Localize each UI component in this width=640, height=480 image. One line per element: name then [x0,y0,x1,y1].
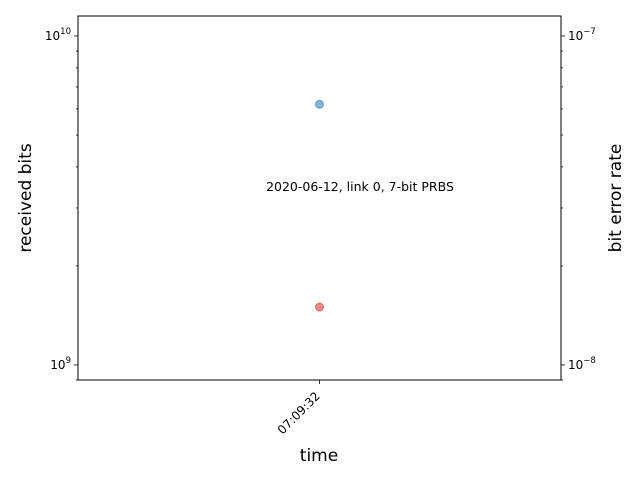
right-axis-ticks: 10−8 10−7 [561,27,596,381]
annotation-text: 2020-06-12, link 0, 7-bit PRBS [266,179,454,194]
y-axis-label-left: received bits [16,143,36,252]
x-axis-label: time [300,446,338,466]
x-tick-label: 07:09:32 [275,389,323,437]
plot-area [77,15,562,381]
right-tick-label: 10−7 [568,27,596,43]
left-series-point [315,99,324,109]
right-series-point [315,302,324,312]
x-axis-ticks: 07:09:32 [275,380,323,437]
left-tick-label: 109 [50,356,71,372]
y-axis-label-right: bit error rate [606,144,626,253]
left-tick-label: 1010 [45,27,71,43]
right-tick-label: 10−8 [568,356,596,372]
data-points [315,99,324,312]
left-axis-ticks: 109 1010 [45,27,78,381]
